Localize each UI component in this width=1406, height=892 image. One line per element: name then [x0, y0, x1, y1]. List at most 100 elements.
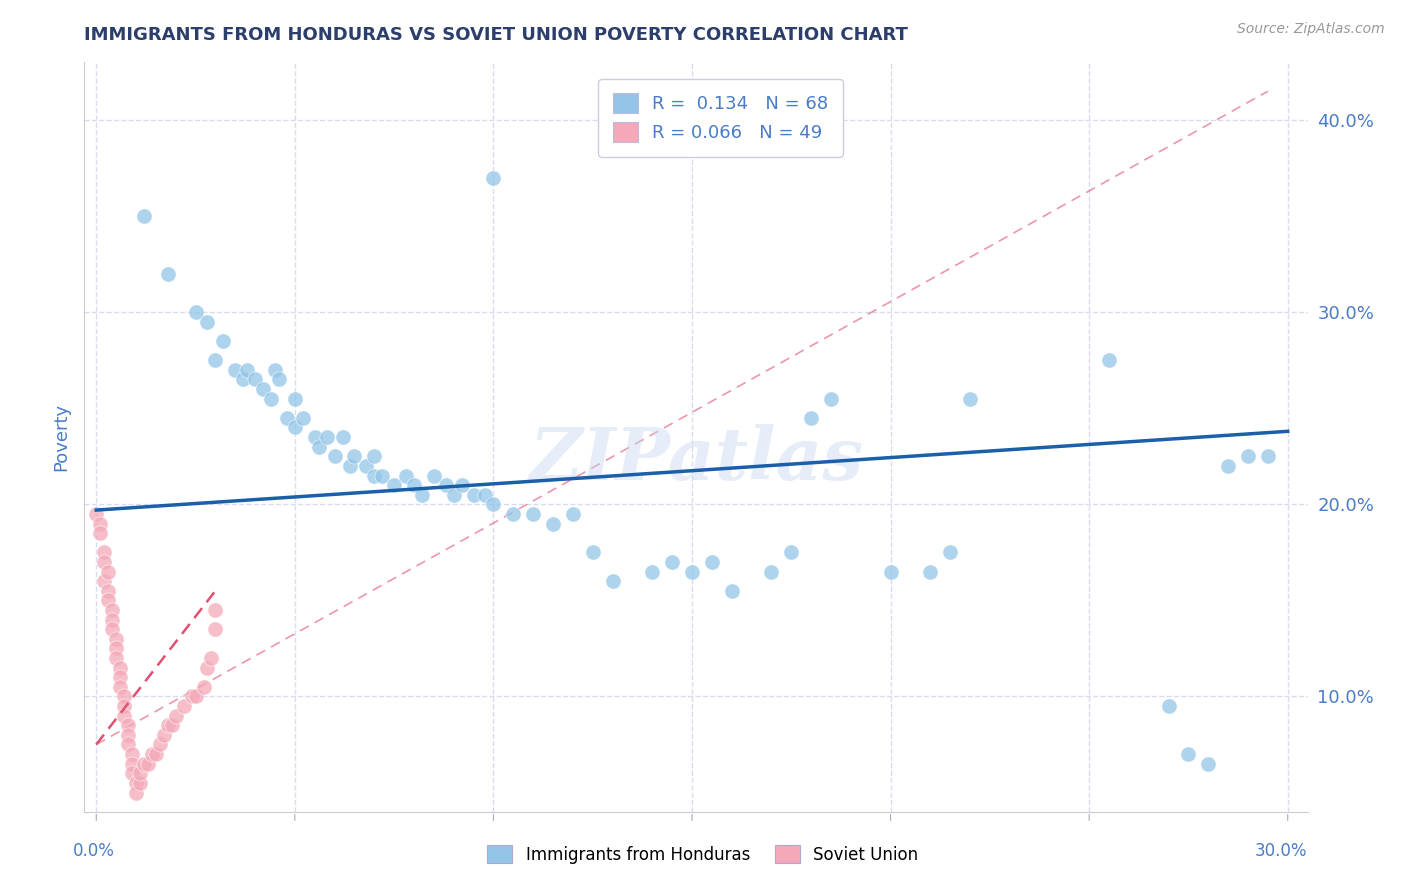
Point: [200, 651, 222, 665]
Point: [117, 738, 139, 752]
Point: [423, 468, 446, 483]
Point: [232, 372, 254, 386]
Point: [132, 209, 155, 223]
Point: [117, 718, 139, 732]
Text: Source: ZipAtlas.com: Source: ZipAtlas.com: [1237, 22, 1385, 37]
Point: [463, 488, 485, 502]
Point: [339, 458, 361, 473]
Point: [681, 565, 703, 579]
Point: [243, 372, 266, 386]
Point: [343, 450, 366, 464]
Point: [97, 593, 120, 607]
Point: [276, 410, 298, 425]
Point: [561, 507, 583, 521]
Point: [193, 680, 215, 694]
Point: [363, 468, 385, 483]
Point: [356, 458, 378, 473]
Legend: R =  0.134   N = 68, R = 0.066   N = 49: R = 0.134 N = 68, R = 0.066 N = 49: [598, 79, 842, 157]
Point: [260, 392, 283, 406]
Point: [482, 170, 505, 185]
Point: [332, 430, 354, 444]
Point: [97, 565, 120, 579]
Point: [700, 555, 723, 569]
Text: 30.0%: 30.0%: [1256, 842, 1308, 860]
Point: [125, 776, 148, 790]
Point: [224, 363, 246, 377]
Point: [402, 478, 425, 492]
Point: [112, 708, 135, 723]
Point: [720, 583, 742, 598]
Point: [89, 526, 111, 541]
Point: [1098, 353, 1121, 368]
Point: [173, 699, 195, 714]
Point: [204, 353, 226, 368]
Point: [267, 372, 290, 386]
Point: [105, 632, 128, 646]
Point: [602, 574, 624, 589]
Point: [197, 660, 219, 674]
Point: [136, 756, 159, 771]
Point: [108, 680, 131, 694]
Point: [129, 766, 152, 780]
Point: [112, 699, 135, 714]
Point: [93, 545, 115, 559]
Point: [121, 756, 143, 771]
Point: [121, 747, 143, 761]
Point: [97, 583, 120, 598]
Point: [395, 468, 418, 483]
Point: [284, 420, 307, 434]
Point: [93, 574, 115, 589]
Point: [284, 392, 307, 406]
Point: [761, 565, 783, 579]
Point: [582, 545, 605, 559]
Point: [820, 392, 842, 406]
Point: [145, 747, 167, 761]
Point: [101, 603, 124, 617]
Point: [212, 334, 235, 348]
Legend: Immigrants from Honduras, Soviet Union: Immigrants from Honduras, Soviet Union: [481, 838, 925, 871]
Point: [502, 507, 524, 521]
Point: [101, 622, 124, 636]
Point: [204, 622, 226, 636]
Point: [117, 728, 139, 742]
Point: [121, 766, 143, 780]
Point: [434, 478, 457, 492]
Point: [252, 382, 274, 396]
Point: [323, 450, 346, 464]
Point: [108, 670, 131, 684]
Point: [236, 363, 259, 377]
Point: [382, 478, 405, 492]
Point: [180, 690, 202, 704]
Point: [482, 497, 505, 511]
Text: IMMIGRANTS FROM HONDURAS VS SOVIET UNION POVERTY CORRELATION CHART: IMMIGRANTS FROM HONDURAS VS SOVIET UNION…: [84, 26, 908, 45]
Point: [1177, 747, 1199, 761]
Point: [108, 660, 131, 674]
Point: [1257, 450, 1279, 464]
Point: [204, 603, 226, 617]
Point: [101, 613, 124, 627]
Point: [160, 718, 183, 732]
Point: [156, 718, 179, 732]
Point: [450, 478, 472, 492]
Point: [308, 440, 330, 454]
Point: [1237, 450, 1260, 464]
Point: [641, 565, 664, 579]
Point: [184, 690, 207, 704]
Point: [125, 785, 148, 799]
Y-axis label: Poverty: Poverty: [52, 403, 70, 471]
Point: [363, 450, 385, 464]
Point: [197, 315, 219, 329]
Point: [156, 267, 179, 281]
Point: [371, 468, 394, 483]
Point: [264, 363, 287, 377]
Point: [184, 305, 207, 319]
Point: [112, 690, 135, 704]
Point: [443, 488, 465, 502]
Point: [661, 555, 683, 569]
Point: [1218, 458, 1240, 473]
Point: [89, 516, 111, 531]
Point: [959, 392, 981, 406]
Point: [152, 728, 174, 742]
Point: [522, 507, 544, 521]
Point: [84, 507, 107, 521]
